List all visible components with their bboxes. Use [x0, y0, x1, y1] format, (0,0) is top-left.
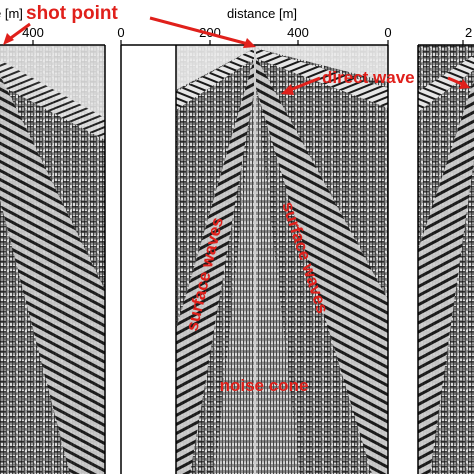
axis-label-distance: distance [m] — [227, 6, 297, 21]
panel-frames — [0, 44, 474, 474]
arrow-head-icon — [459, 79, 470, 89]
right-gather-panel — [418, 45, 474, 474]
direct-wave-label: direct wave — [322, 68, 415, 87]
middle-gather-panel — [176, 45, 388, 474]
tick-label-400-left: 400 — [22, 25, 44, 40]
noise-cone-label: noise cone — [220, 376, 309, 395]
arrow-head-icon — [243, 38, 256, 48]
tick-label-400-middle: 400 — [287, 25, 309, 40]
tick-label-0-right: 0 — [384, 25, 391, 40]
arrow-head-icon — [3, 33, 14, 45]
tick-label-2-right: 2 — [465, 25, 472, 40]
arrow-head-icon — [281, 84, 294, 95]
annotation-direct-wave: direct wave — [281, 68, 470, 95]
shot-point-label: shot point — [26, 3, 118, 24]
tick-label-0-middle: 0 — [117, 25, 124, 40]
left-gather-panel — [0, 45, 105, 474]
tick-marks — [32, 40, 464, 45]
axis-label-left: e [m] — [0, 6, 23, 21]
annotation-shot-point: shot point — [3, 3, 256, 48]
